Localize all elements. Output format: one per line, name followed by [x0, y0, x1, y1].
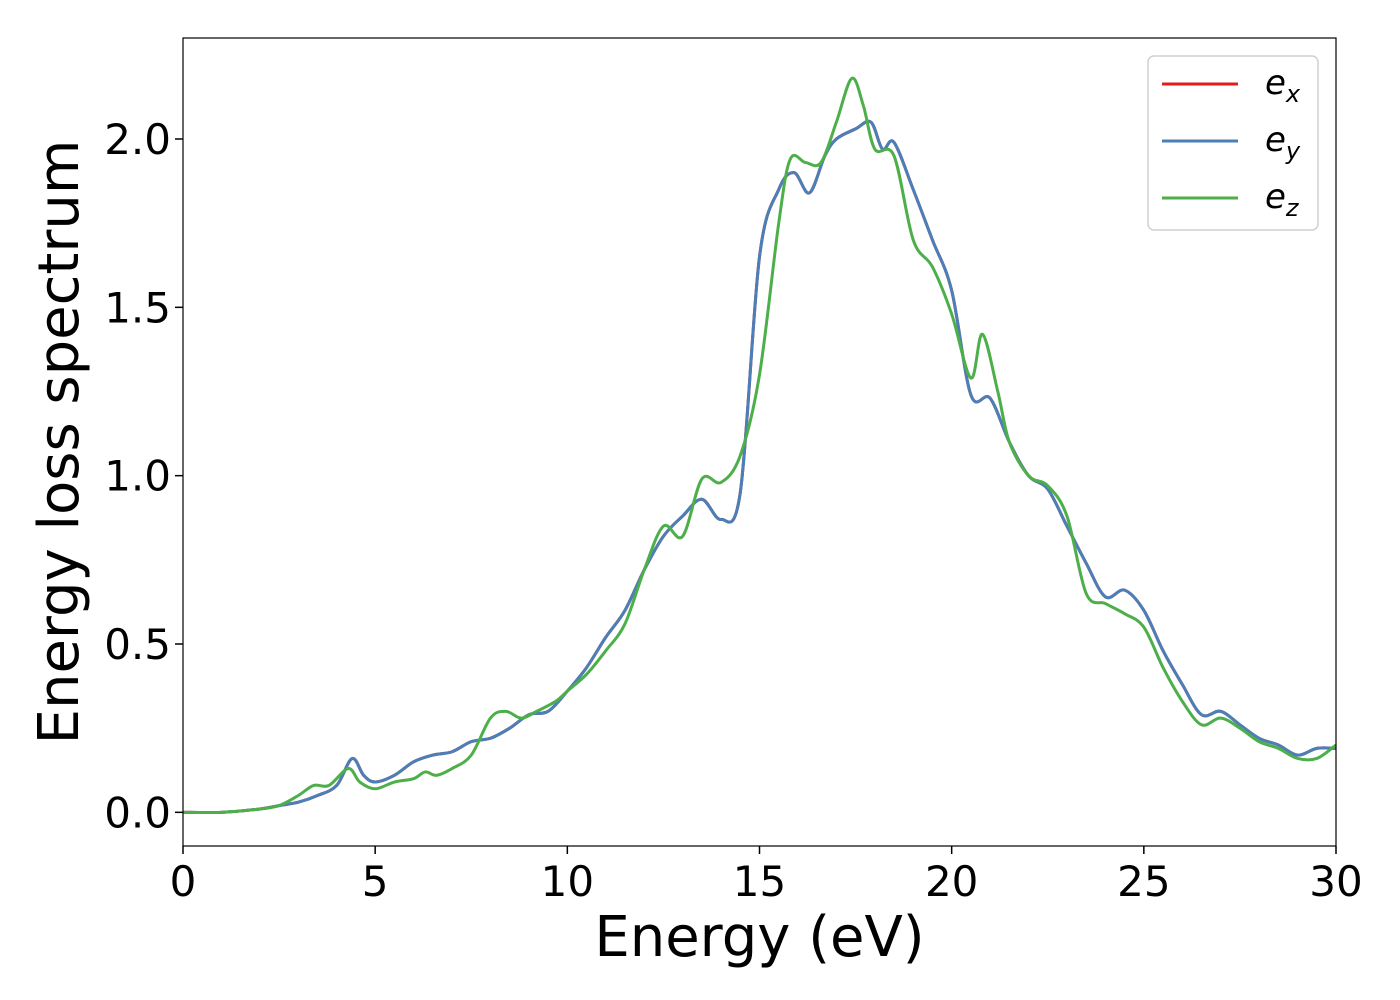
y-tick-label: 0.5	[104, 620, 171, 669]
x-tick-label: 10	[541, 857, 594, 906]
legend: ex ey ez	[1147, 55, 1319, 231]
series-line-ey	[183, 119, 1336, 815]
legend-label-ey: ey	[1265, 120, 1301, 165]
legend-label-ez: ez	[1265, 177, 1300, 222]
y-tick-label: 2.0	[104, 115, 171, 164]
x-tick-label: 25	[1117, 857, 1170, 906]
ticks-layer: 0 5 10 15 20 25 30 0.0 0.5 1.0 1.5 2.0	[104, 115, 1363, 906]
x-tick-label: 20	[925, 857, 978, 906]
plot-background	[183, 38, 1336, 846]
y-axis-label: Energy loss spectrum	[27, 140, 92, 745]
y-tick-label: 1.0	[104, 452, 171, 501]
x-tick-label: 5	[362, 857, 389, 906]
y-tick-label: 1.5	[104, 283, 171, 332]
series-line-ez	[183, 76, 1336, 815]
x-tick-label: 0	[170, 857, 197, 906]
legend-box	[1147, 55, 1319, 231]
legend-label-ex: ex	[1265, 63, 1301, 108]
x-tick-label: 30	[1309, 857, 1362, 906]
y-tick-label: 0.0	[104, 788, 171, 837]
x-tick-label: 15	[733, 857, 786, 906]
series-layer	[183, 76, 1336, 815]
x-axis-label: Energy (eV)	[594, 905, 924, 970]
